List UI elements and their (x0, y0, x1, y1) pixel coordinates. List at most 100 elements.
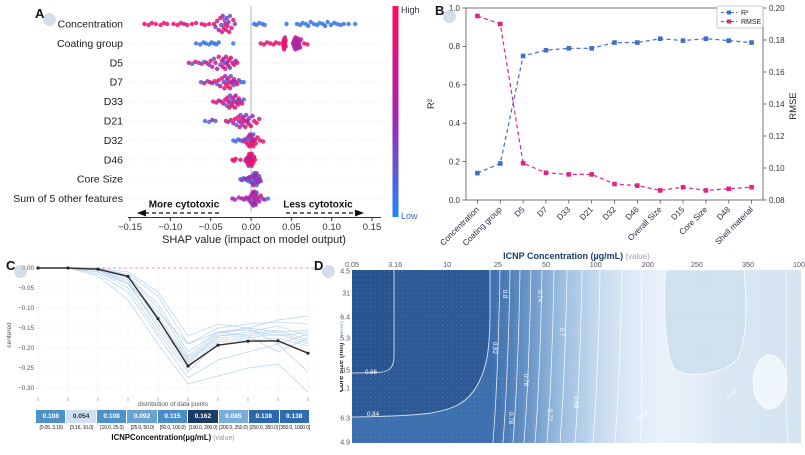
row-gridlines (126, 23, 382, 200)
contour-label: 0.68 (572, 396, 579, 409)
ice-line (38, 267, 309, 337)
distribution-table: distribution of data points 0.108 0.054 0.… (36, 401, 310, 442)
shap-dot (328, 22, 334, 28)
shap-dot (261, 42, 267, 47)
series-marker (726, 186, 732, 192)
panel-c-xlabel: ICNPConcentration(µg/mL) (value) (36, 433, 310, 442)
shap-dot (218, 84, 223, 89)
shap-dot (283, 44, 288, 49)
bin-label: [100.0, 200.0) (188, 424, 218, 431)
shap-dot (302, 41, 307, 46)
contour-label: 0.76 (522, 374, 529, 387)
contour-line (614, 269, 623, 444)
shap-dot (214, 66, 220, 72)
shap-dot (262, 22, 267, 28)
panel-letter: D (314, 258, 324, 273)
contour-plot-area: 0.860.840.820.80.780.760.740.720.70.680.… (351, 269, 801, 444)
y-tick-label: 31 (342, 290, 350, 297)
distribution-cell: 0.054 (66, 409, 97, 423)
shap-dot (298, 45, 303, 50)
series-marker (566, 46, 572, 51)
shap-dot (193, 41, 199, 46)
panel-label-a: A (33, 6, 59, 28)
shap-dot (193, 20, 199, 26)
feature-label: Coating group (57, 38, 123, 50)
shap-dot (212, 79, 217, 84)
panel-letter-badge (322, 265, 335, 278)
shap-dot (189, 21, 195, 27)
shap-dots-row (210, 93, 246, 110)
x-tick-label: 0.05 (282, 222, 301, 233)
contour-label: 0.8 (501, 290, 508, 299)
y-tick-label-left: 0.4 (449, 119, 461, 128)
distribution-cell: 0.162 (188, 409, 219, 423)
feature-label: D32 (104, 135, 123, 147)
panel-letter: A (35, 6, 45, 21)
shap-dot (250, 113, 255, 119)
y-axis-title: Core size (nm) (value) (340, 321, 345, 392)
contour-line (592, 269, 601, 444)
contour-label: 0.84 (367, 411, 380, 418)
shap-dot (231, 62, 237, 67)
shap-dot (283, 38, 288, 43)
shap-dots-row (186, 54, 240, 72)
distribution-cell: 0.085 (218, 409, 250, 423)
shap-dot (213, 24, 218, 30)
ice-line (38, 267, 309, 393)
shap-dots (142, 13, 358, 208)
shap-dot (254, 120, 259, 126)
x-category-label: Concentration (438, 205, 481, 248)
shap-dot (308, 19, 313, 25)
contour-line (785, 269, 789, 444)
contour-line (546, 269, 555, 444)
shap-dot (208, 58, 213, 63)
shap-dot (225, 23, 230, 29)
shap-dot (238, 157, 243, 162)
shap-dot (251, 144, 256, 149)
shap-dot (175, 22, 180, 28)
shap-dot (235, 102, 241, 107)
x-axis-title: SHAP value (impact on model output) (162, 234, 346, 246)
y-tick-label-right: 0.10 (769, 164, 785, 173)
shap-dot (228, 55, 233, 60)
feature-label: D7 (110, 77, 124, 89)
shap-dot (346, 21, 351, 27)
contour-label: 0.86 (365, 369, 378, 376)
legend-marker (727, 19, 731, 24)
pdp-marker (156, 317, 160, 321)
x-tick-label: 1000 (793, 260, 805, 269)
shap-dot (255, 135, 260, 140)
shap-dot (298, 37, 304, 42)
shap-dot (185, 22, 190, 28)
shap-dot (254, 171, 259, 176)
x-tick-label: 200 (642, 260, 654, 269)
legend-label: RMSE (741, 19, 762, 26)
shap-dot (227, 65, 233, 71)
bin-label: [0.05, 3.16) (39, 424, 64, 431)
more-cytotoxic-annotation: More cytotoxic (149, 200, 220, 211)
shap-dot (306, 23, 311, 29)
y-tick-label: −0.05 (18, 285, 34, 292)
pdp-polyline (38, 267, 309, 367)
shap-dots-row (193, 35, 310, 52)
shap-dot (264, 40, 270, 45)
shap-dot (219, 29, 225, 35)
panel-letter-badge (443, 10, 456, 23)
series-marker (497, 161, 503, 166)
pdp-marker (186, 364, 190, 368)
y-tick-label: 4.9 (340, 440, 350, 447)
x-tick-label: 10 (443, 260, 451, 269)
shap-dot (231, 83, 236, 88)
panel-letter-badge (43, 13, 56, 26)
x-category-label: D5 (513, 205, 527, 219)
y-tick-label-right: 0.16 (769, 68, 785, 77)
y-tick-label-right: 0.18 (769, 36, 785, 45)
ice-line (38, 267, 309, 373)
shap-dot (228, 74, 233, 79)
y-axis-title-right: RMSE (788, 92, 799, 119)
shap-dot (146, 22, 151, 28)
panel-letter: C (6, 258, 16, 273)
shap-dot (234, 122, 239, 128)
contour-label: 0.7 (558, 328, 565, 337)
distribution-cell: 0.138 (279, 409, 310, 423)
